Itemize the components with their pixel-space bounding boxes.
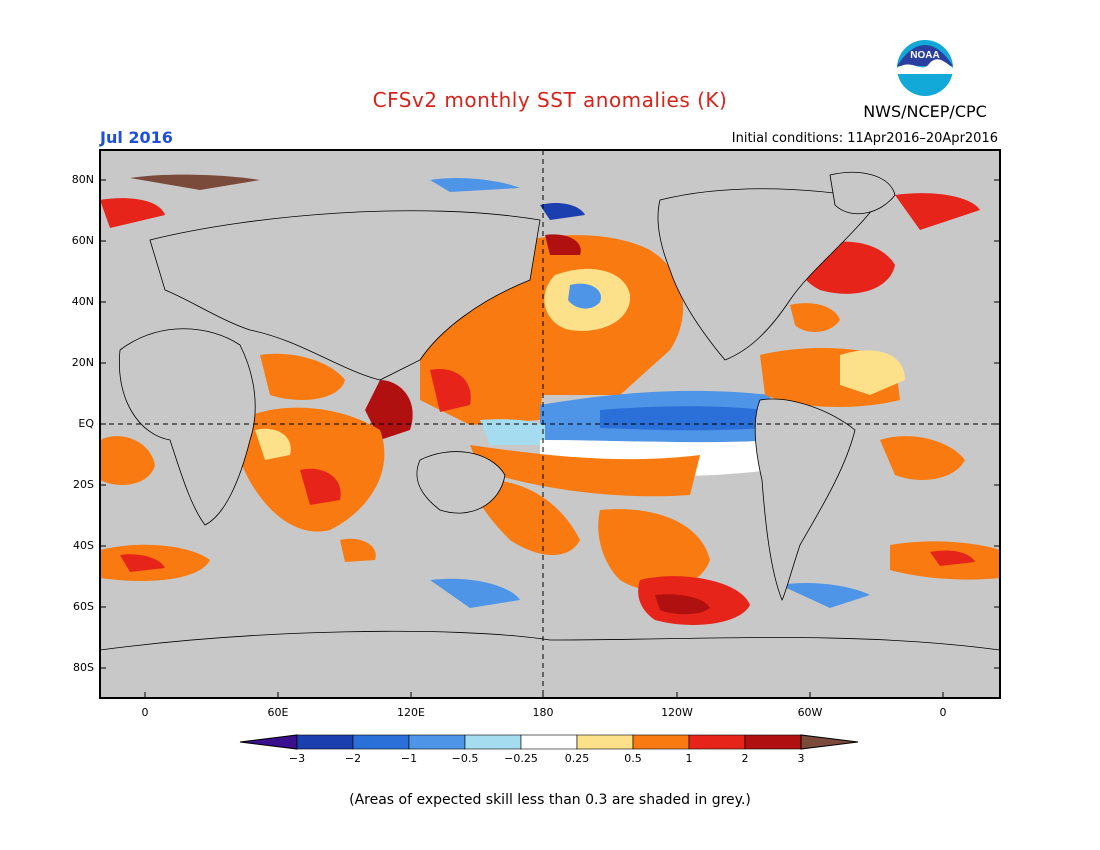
colorbar-segment [464, 734, 522, 750]
lon-label: 120E [397, 706, 425, 719]
lon-label: 0 [141, 706, 149, 719]
lat-label: 20S [73, 478, 94, 491]
target-month: Jul 2016 [100, 128, 173, 147]
colorbar-high-extend [800, 734, 859, 750]
colorbar-segment [744, 734, 802, 750]
colorbar-label: −0.25 [504, 752, 538, 765]
colorbar-label: 1 [685, 752, 693, 765]
lat-label: 40S [73, 539, 94, 552]
lat-label: 60N [71, 234, 94, 247]
colorbar-low-extend [239, 734, 298, 750]
continent-africa [118, 328, 256, 526]
noaa-logo: NOAA [895, 38, 955, 98]
skill-footnote: (Areas of expected skill less than 0.3 a… [349, 792, 751, 808]
lat-label: 80N [71, 173, 94, 186]
lat-label: 20N [71, 356, 94, 369]
colorbar-segment [632, 734, 690, 750]
lon-label: 60W [797, 706, 823, 719]
continent-south-america [754, 398, 856, 601]
lat-label: 40N [71, 295, 94, 308]
continent-antarctica [100, 630, 1000, 698]
lon-label: 180 [532, 706, 554, 719]
lon-label: 60E [267, 706, 289, 719]
colorbar-segment [688, 734, 746, 750]
colorbar-segment [296, 734, 354, 750]
continent-north-america [657, 188, 881, 361]
colorbar-label: 2 [741, 752, 749, 765]
colorbar-label: 0.5 [624, 752, 642, 765]
lat-label: 80S [73, 661, 94, 674]
anomaly-field [100, 174, 1000, 625]
coastlines [100, 172, 1000, 698]
initial-conditions: Initial conditions: 11Apr2016–20Apr2016 [731, 131, 998, 146]
arctic-warm-patch [100, 198, 165, 228]
organization-label: NWS/NCEP/CPC [863, 102, 987, 121]
continent-eurasia [149, 210, 541, 381]
colorbar-segment [576, 734, 634, 750]
lon-label: 0 [939, 706, 947, 719]
lon-label: 120W [661, 706, 693, 719]
lat-label: 60S [73, 600, 94, 613]
colorbar-label: −0.5 [451, 752, 479, 765]
svg-text:NOAA: NOAA [910, 50, 939, 61]
colorbar-label: −1 [400, 752, 418, 765]
colorbar-label: −2 [344, 752, 362, 765]
greenland [829, 172, 896, 214]
colorbar-label: −3 [288, 752, 306, 765]
axis-ticks [100, 179, 1000, 698]
colorbar-segment [352, 734, 410, 750]
colorbar-segment [408, 734, 466, 750]
colorbar [239, 734, 859, 750]
colorbar-label: 3 [797, 752, 805, 765]
continent-australia [416, 451, 506, 514]
map-title: CFSv2 monthly SST anomalies (K) [372, 88, 728, 112]
south-pacific-warm-band [470, 445, 700, 497]
colorbar-segment [520, 734, 578, 750]
colorbar-label: 0.25 [564, 752, 590, 765]
lat-label: EQ [78, 417, 94, 430]
